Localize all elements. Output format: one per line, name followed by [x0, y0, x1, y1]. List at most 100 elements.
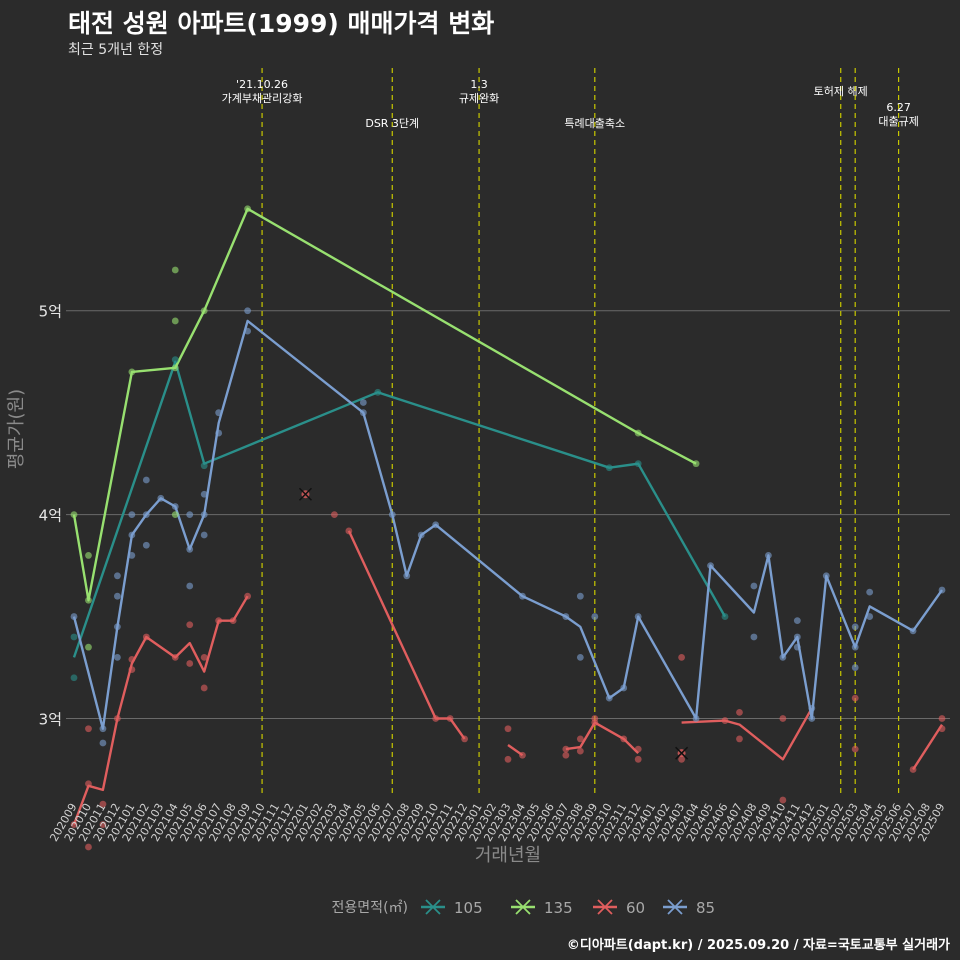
event-label-line: 가계부채관리강화	[222, 92, 303, 105]
data-point-60	[244, 592, 252, 600]
event-label: DSR 3단계	[365, 117, 419, 130]
data-point-135	[244, 205, 252, 213]
data-point-85	[851, 664, 859, 671]
y-tick-label: 5억	[39, 303, 62, 321]
data-point-85	[128, 531, 136, 539]
chart-subtitle: 최근 5개년 한정	[68, 42, 164, 58]
source-caption: ©디아파트(dapt.kr) / 2025.09.20 / 자료=국토교통부 실…	[566, 938, 950, 953]
data-point-135	[85, 643, 92, 651]
data-point-60	[562, 751, 570, 759]
event-label: 특례대출축소	[564, 117, 625, 130]
data-point-105	[605, 464, 613, 472]
cancelled-mark	[675, 746, 689, 760]
legend-label-60[interactable]: 60	[626, 899, 645, 917]
data-point-85	[359, 399, 367, 406]
data-point-85	[215, 429, 223, 437]
y-tick-label: 3억	[39, 711, 62, 729]
data-point-85	[114, 572, 121, 580]
data-point-60	[736, 709, 743, 716]
data-point-105	[721, 613, 729, 620]
data-point-85	[432, 521, 440, 529]
data-point-60	[85, 780, 92, 788]
data-point-85	[128, 511, 136, 519]
data-point-60	[504, 755, 512, 763]
data-point-105	[634, 460, 642, 468]
data-point-135	[70, 511, 78, 519]
data-point-85	[750, 633, 758, 641]
data-point-60	[99, 800, 107, 808]
data-point-85	[99, 739, 107, 747]
legend-label-85[interactable]: 85	[696, 899, 715, 917]
data-point-85	[866, 613, 874, 620]
data-point-135	[171, 511, 179, 519]
data-point-85	[866, 588, 874, 596]
data-point-135	[171, 266, 179, 274]
data-point-85	[142, 476, 150, 484]
data-point-60	[634, 745, 642, 753]
data-point-85	[562, 613, 570, 620]
points-group	[70, 205, 946, 851]
data-point-85	[142, 511, 150, 519]
data-point-135	[692, 460, 700, 468]
data-point-135	[85, 596, 92, 604]
data-point-60	[186, 621, 194, 629]
data-point-85	[142, 541, 150, 549]
data-point-85	[200, 531, 208, 539]
x-axis-title: 거래년월	[475, 845, 541, 866]
data-point-60	[938, 715, 946, 722]
data-point-60	[171, 653, 179, 661]
data-point-60	[200, 684, 208, 692]
data-point-85	[779, 653, 787, 661]
cancelled-mark	[298, 487, 312, 501]
data-point-85	[793, 617, 801, 625]
series-line-60	[347, 530, 466, 740]
series-line-60	[912, 723, 944, 771]
data-point-85	[114, 653, 121, 661]
data-point-85	[70, 613, 78, 620]
data-point-85	[244, 307, 252, 315]
event-label-line: 토허제 해제	[814, 84, 868, 98]
legend-key-cross-105[interactable]	[425, 899, 441, 915]
event-label: 토허제 해제	[814, 84, 868, 98]
data-point-85	[403, 572, 411, 580]
data-point-60	[721, 717, 729, 724]
data-point-85	[851, 623, 859, 631]
data-point-60	[215, 617, 223, 625]
event-label-line: 대출규제	[878, 115, 918, 128]
series-line-135	[72, 207, 697, 602]
legend-key-cross-85[interactable]	[667, 899, 683, 915]
data-point-85	[692, 715, 700, 722]
y-axis-title: 평균가(원)	[6, 389, 27, 469]
data-point-60	[851, 745, 859, 753]
data-point-85	[750, 582, 758, 590]
data-point-85	[244, 327, 252, 335]
data-point-60	[736, 735, 743, 743]
data-point-105	[171, 356, 179, 364]
data-point-85	[215, 409, 223, 417]
legend-key-cross-135[interactable]	[515, 899, 531, 915]
legend-key-cross-60[interactable]	[597, 899, 613, 915]
data-point-60	[909, 766, 917, 773]
data-point-60	[432, 715, 440, 722]
chart-title: 태전 성원 아파트(1999) 매매가격 변화	[68, 9, 495, 38]
legend-label-105[interactable]: 105	[454, 899, 483, 917]
data-point-135	[85, 552, 92, 559]
data-point-85	[591, 613, 599, 620]
data-point-135	[171, 364, 179, 372]
data-point-60	[779, 796, 787, 804]
data-point-60	[851, 694, 859, 702]
data-point-60	[70, 821, 78, 828]
data-point-60	[446, 715, 454, 722]
event-label: '21.10.26 가계부채관리강화	[222, 78, 303, 105]
legend[interactable]: 전용면적(㎡) 105 135 60 85	[332, 899, 716, 917]
data-point-85	[793, 633, 801, 641]
series-line-60	[72, 595, 249, 825]
series-line-60	[565, 721, 640, 755]
data-point-60	[562, 745, 570, 753]
data-point-85	[808, 704, 816, 712]
legend-title: 전용면적(㎡)	[332, 900, 408, 916]
data-point-60	[504, 725, 512, 733]
data-point-105	[374, 388, 382, 396]
legend-label-135[interactable]: 135	[544, 899, 573, 917]
data-point-85	[620, 684, 628, 692]
